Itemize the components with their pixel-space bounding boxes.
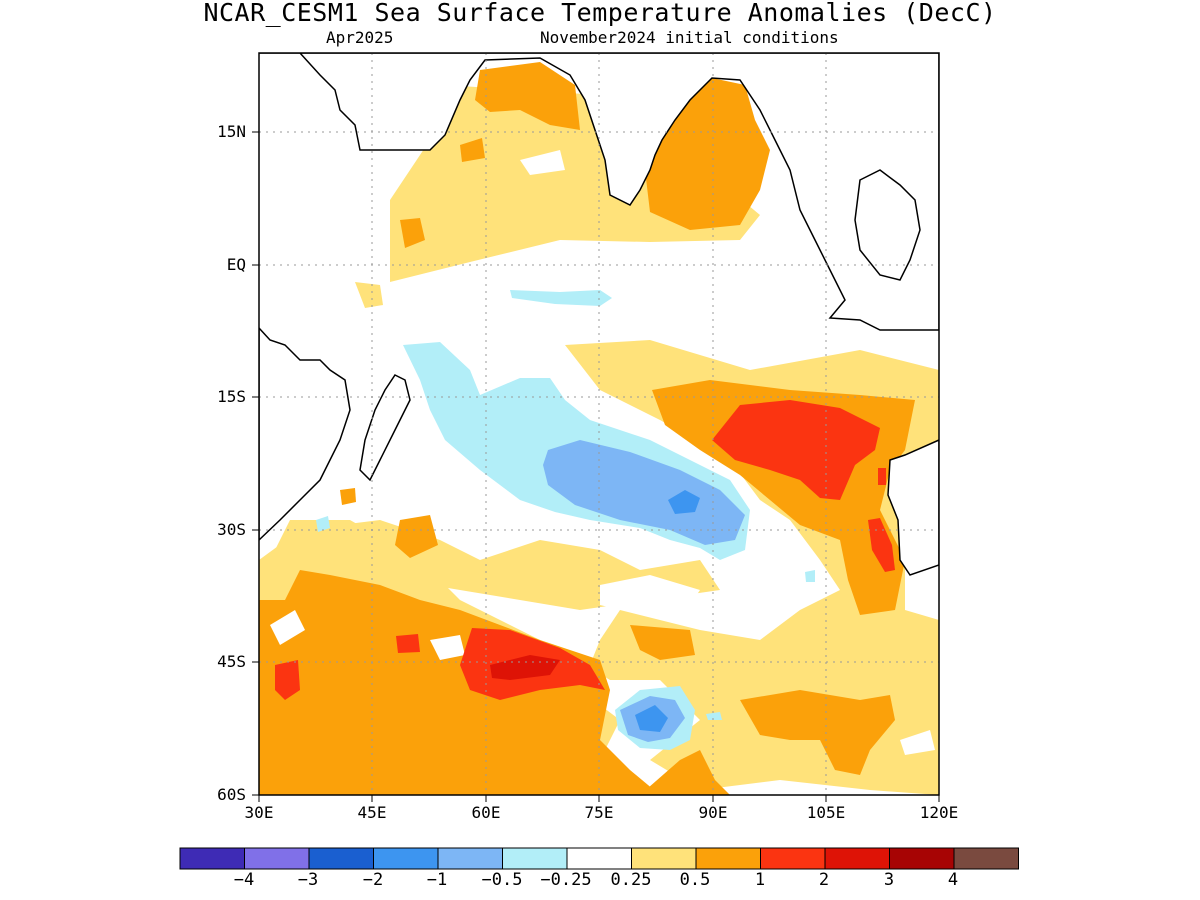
- colorbar-swatch: [179, 847, 245, 870]
- colorbar-swatch: [244, 847, 310, 870]
- lat-label-eq: EQ: [226, 255, 246, 274]
- initial-conditions-label: November2024 initial conditions: [540, 28, 839, 47]
- colorbar: [179, 847, 1019, 870]
- anomaly-2-3-region: [490, 655, 560, 680]
- colorbar-label: −0.25: [540, 870, 592, 890]
- lat-label-45s: 45S: [217, 652, 246, 671]
- colorbar-swatch: [695, 847, 761, 870]
- colorbar-label: −1: [426, 870, 448, 890]
- lon-label-105e: 105E: [806, 803, 846, 822]
- near-zero-regions: [270, 150, 935, 755]
- lat-label-15n: 15N: [217, 122, 246, 141]
- lat-label-15s: 15S: [217, 387, 246, 406]
- map-grid: [259, 53, 939, 795]
- colorbar-label: 0.5: [679, 870, 711, 890]
- lon-label-90e: 90E: [698, 803, 728, 822]
- colorbar-label: 0.25: [610, 870, 652, 890]
- colorbar-label: 4: [947, 870, 959, 890]
- colorbar-label: 3: [883, 870, 895, 890]
- lon-label-75e: 75E: [584, 803, 614, 822]
- map-title: NCAR_CESM1 Sea Surface Temperature Anoma…: [203, 0, 997, 27]
- colorbar-swatch: [437, 847, 503, 870]
- lon-label-120e: 120E: [919, 803, 959, 822]
- colorbar-swatch: [889, 847, 955, 870]
- colorbar-swatch: [566, 847, 632, 870]
- lon-label-45e: 45E: [357, 803, 387, 822]
- lon-label-60e: 60E: [471, 803, 501, 822]
- colorbar-label: −4: [233, 870, 255, 890]
- colorbar-swatch: [373, 847, 439, 870]
- lat-label-60s: 60S: [217, 785, 246, 804]
- colorbar-swatch: [631, 847, 697, 870]
- forecast-month: Apr2025: [326, 28, 394, 47]
- axis-ticks: [252, 131, 940, 802]
- colorbar-label: −3: [297, 870, 319, 890]
- land-outlines: [259, 53, 939, 576]
- anomaly-neg1-neg2-regions: [635, 490, 700, 732]
- colorbar-swatch: [308, 847, 374, 870]
- colorbar-swatch: [760, 847, 826, 870]
- lat-label-30s: 30S: [217, 520, 246, 539]
- colorbar-label: 2: [818, 870, 830, 890]
- lon-label-30e: 30E: [244, 803, 274, 822]
- colorbar-swatch: [502, 847, 568, 870]
- colorbar-label: −0.5: [481, 870, 523, 890]
- colorbar-label: 1: [754, 870, 766, 890]
- colorbar-swatch: [824, 847, 890, 870]
- colorbar-swatch: [953, 847, 1019, 870]
- colorbar-label: −2: [362, 870, 384, 890]
